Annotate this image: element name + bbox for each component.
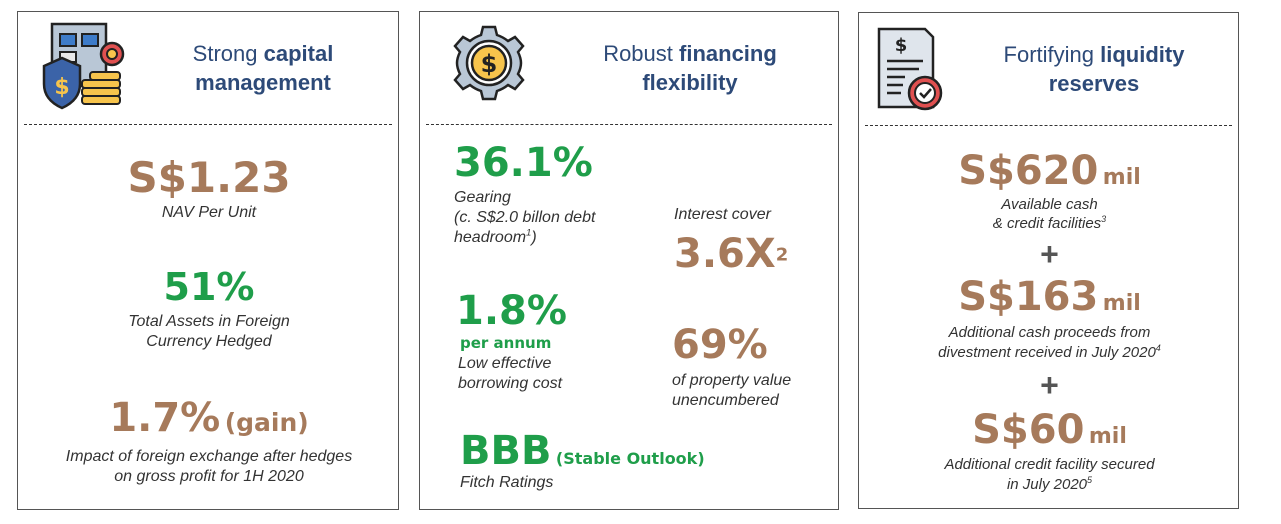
rating-outlook: (Stable Outlook) bbox=[555, 449, 705, 468]
rating-value: BBB bbox=[460, 428, 552, 474]
card-title: Strong capital management bbox=[138, 39, 388, 97]
credit-value: S$60 bbox=[972, 407, 1085, 453]
credit-caption-line2: in July 20205 bbox=[859, 476, 1240, 494]
plus-sign-1: + bbox=[1040, 236, 1059, 272]
cost-caption-line1: Low effective bbox=[458, 355, 552, 372]
title-prefix: Robust bbox=[603, 41, 680, 66]
divest-value: S$163 bbox=[958, 274, 1099, 320]
gear-dollar-icon: $ bbox=[450, 24, 528, 107]
liquidity-reserves-card: $ Fortifying liquidity reserves S$620 mi… bbox=[858, 12, 1239, 509]
dashed-divider bbox=[24, 124, 392, 125]
rating-caption: Fitch Ratings bbox=[460, 474, 554, 491]
nav-value: S$1.23 bbox=[127, 153, 291, 202]
credit-caption-text: in July 2020 bbox=[1006, 476, 1088, 493]
title-bold-1: capital bbox=[263, 41, 334, 66]
title-bold-1: financing bbox=[679, 41, 777, 66]
svg-text:$: $ bbox=[481, 50, 498, 78]
title-prefix: Fortifying bbox=[1003, 42, 1101, 67]
divest-caption-line1: Additional cash proceeds from bbox=[948, 324, 1151, 341]
gearing-value: 36.1% bbox=[454, 140, 593, 186]
unencumbered-caption-line2: unencumbered bbox=[672, 392, 779, 409]
cash-value-row: S$620 mil bbox=[859, 147, 1240, 204]
cash-unit: mil bbox=[1102, 165, 1141, 190]
dashed-divider bbox=[426, 124, 832, 125]
hedged-caption-line1: Total Assets in Foreign bbox=[128, 313, 290, 330]
divest-caption-line2: divestment received in July 20204 bbox=[859, 344, 1240, 362]
hedged-value: 51% bbox=[163, 265, 255, 309]
credit-unit: mil bbox=[1088, 424, 1127, 449]
gearing-caption-line1: Gearing bbox=[454, 189, 511, 206]
cost-value: 1.8% bbox=[456, 288, 567, 334]
capital-management-card: $ Strong capital management S$1.23 NAV P… bbox=[17, 11, 399, 510]
footnote-3: 3 bbox=[1101, 214, 1107, 224]
cash-caption-line2: & credit facilities3 bbox=[859, 215, 1240, 233]
gearing-headroom-text: headroom bbox=[454, 229, 527, 246]
svg-text:$: $ bbox=[54, 75, 69, 100]
card-title: Fortifying liquidity reserves bbox=[969, 40, 1219, 98]
fx-value: 1.7% bbox=[109, 395, 221, 441]
divest-caption-text: divestment received in July 2020 bbox=[938, 344, 1156, 361]
hedged-caption-line2: Currency Hedged bbox=[146, 333, 272, 350]
fx-caption-line2: on gross profit for 1H 2020 bbox=[114, 468, 304, 485]
cost-caption-line2: borrowing cost bbox=[458, 375, 563, 392]
financing-flexibility-card: $ Robust financing flexibility 36.1% Gea… bbox=[419, 11, 839, 510]
nav-caption: NAV Per Unit bbox=[161, 204, 257, 221]
title-bold-2: management bbox=[195, 70, 331, 95]
cover-value-row: 3.6X2 bbox=[674, 230, 788, 287]
divest-value-row: S$163 mil bbox=[859, 273, 1240, 330]
unencumbered-value: 69% bbox=[672, 322, 768, 368]
fx-suffix: (gain) bbox=[224, 408, 309, 437]
gearing-close-paren: ) bbox=[531, 229, 537, 246]
cash-caption-text: & credit facilities bbox=[992, 215, 1102, 232]
title-prefix: Strong bbox=[192, 41, 264, 66]
gearing-caption-line2: (c. S$2.0 billon debt bbox=[454, 209, 596, 226]
footnote-1: 1 bbox=[526, 227, 532, 239]
gearing-caption-line3: headroom1) bbox=[454, 228, 537, 247]
card-title: Robust financing flexibility bbox=[560, 39, 820, 97]
cover-value: 3.6X bbox=[674, 231, 776, 277]
shield-coins-icon: $ bbox=[38, 20, 130, 117]
title-bold-1: liquidity bbox=[1100, 42, 1185, 67]
credit-value-row: S$60 mil bbox=[859, 406, 1240, 463]
credit-caption-line1: Additional credit facility secured bbox=[944, 456, 1155, 473]
dashed-divider bbox=[865, 125, 1232, 126]
footnote-2: 2 bbox=[775, 244, 789, 266]
document-check-icon: $ bbox=[875, 25, 947, 118]
fx-caption-line1: Impact of foreign exchange after hedges bbox=[65, 448, 353, 465]
cash-value: S$620 bbox=[958, 148, 1099, 194]
cost-unit: per annum bbox=[460, 334, 552, 352]
title-bold-2: reserves bbox=[1048, 71, 1140, 96]
footnote-5: 5 bbox=[1087, 475, 1093, 485]
title-bold-2: flexibility bbox=[642, 70, 738, 95]
cover-caption: Interest cover bbox=[674, 206, 771, 223]
plus-sign-2: + bbox=[1040, 367, 1059, 403]
footnote-4: 4 bbox=[1155, 343, 1161, 353]
fx-value-row: 1.7% (gain) bbox=[18, 394, 400, 451]
unencumbered-caption-line1: of property value bbox=[672, 372, 792, 389]
svg-text:$: $ bbox=[895, 35, 908, 56]
rating-row: BBB (Stable Outlook) bbox=[460, 428, 705, 483]
divest-unit: mil bbox=[1102, 291, 1141, 316]
cash-caption-line1: Available cash bbox=[1001, 196, 1098, 213]
